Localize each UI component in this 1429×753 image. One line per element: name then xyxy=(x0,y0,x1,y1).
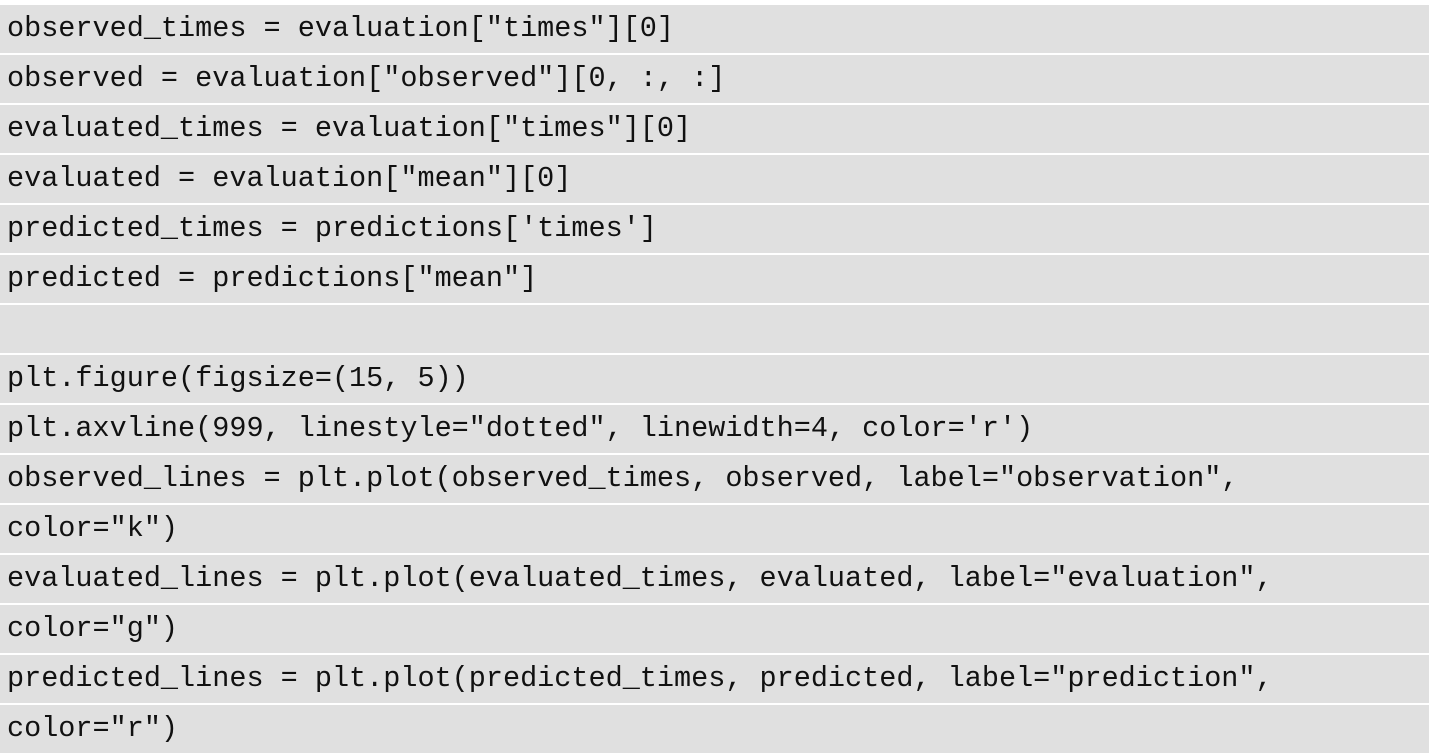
code-line: observed_times = evaluation["times"][0] xyxy=(0,5,1429,53)
code-line: evaluated = evaluation["mean"][0] xyxy=(0,155,1429,203)
code-line: plt.axvline(999, linestyle="dotted", lin… xyxy=(0,405,1429,453)
code-line-blank xyxy=(0,305,1429,353)
code-line: color="k") xyxy=(0,505,1429,553)
code-line: evaluated_lines = plt.plot(evaluated_tim… xyxy=(0,555,1429,603)
code-line: predicted = predictions["mean"] xyxy=(0,255,1429,303)
code-line: color="g") xyxy=(0,605,1429,653)
code-line: observed_lines = plt.plot(observed_times… xyxy=(0,455,1429,503)
code-line: color="r") xyxy=(0,705,1429,753)
code-line: predicted_lines = plt.plot(predicted_tim… xyxy=(0,655,1429,703)
code-line: evaluated_times = evaluation["times"][0] xyxy=(0,105,1429,153)
code-line: plt.figure(figsize=(15, 5)) xyxy=(0,355,1429,403)
code-line: predicted_times = predictions['times'] xyxy=(0,205,1429,253)
code-line: observed = evaluation["observed"][0, :, … xyxy=(0,55,1429,103)
